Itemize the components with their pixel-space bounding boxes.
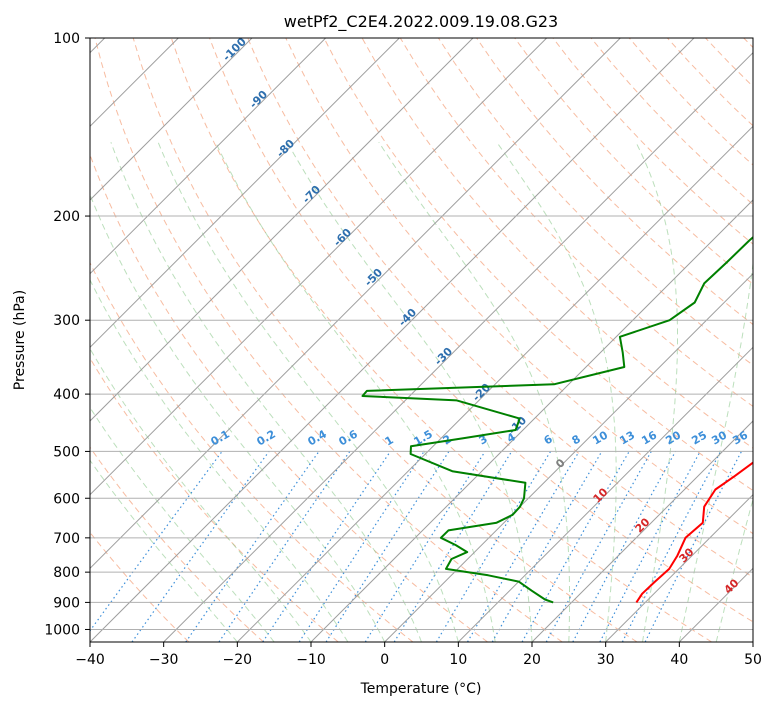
dry-adiabat — [323, 38, 753, 492]
mixing-ratio-line — [218, 451, 351, 642]
isotherm-line — [384, 272, 753, 642]
y-tick-label: 300 — [53, 313, 80, 329]
x-tick-label: 0 — [380, 652, 389, 668]
isotherm-line — [90, 38, 253, 201]
chart-title: wetPf2_C2E4.2022.009.19.08.G23 — [284, 12, 558, 32]
plot-area: -100-90-80-70-60-50-40-30-20-10 0.1 0.2 0.… — [90, 38, 753, 642]
isotherm-line — [310, 199, 753, 642]
isotherm-line — [163, 51, 753, 642]
dry-adiabat — [90, 261, 414, 642]
temperature-profile-line — [635, 461, 753, 603]
isotherm-line — [90, 38, 621, 570]
dry-adiabat — [94, 38, 563, 642]
y-tick-label: 500 — [53, 444, 80, 460]
x-tick-label: 30 — [597, 652, 615, 668]
dry-adiabat — [170, 38, 712, 642]
dry-adiabat — [209, 38, 753, 623]
x-axis: −40 −30 −20 −10 0 10 20 30 40 50 — [75, 642, 762, 668]
mixing-ratio-line — [262, 451, 391, 642]
mixing-ratio-line — [572, 451, 677, 642]
dry-adiabat — [514, 38, 753, 285]
profile-series — [361, 235, 753, 604]
y-tick-label: 600 — [53, 491, 80, 507]
y-tick-label: 700 — [53, 531, 80, 547]
mixing-ratio-line — [466, 451, 580, 642]
dry-adiabat — [90, 446, 264, 642]
mixing-ratio-line — [545, 451, 652, 642]
y-tick-label: 1000 — [44, 622, 80, 638]
isotherm-line — [90, 38, 474, 422]
dry-adiabat — [132, 38, 638, 642]
y-tick-label: 800 — [53, 565, 80, 581]
x-tick-label: 40 — [670, 652, 688, 668]
dry-adiabat — [247, 38, 753, 578]
plot-frame — [89, 37, 754, 643]
x-axis-label: Temperature (°C) — [360, 681, 482, 697]
x-tick-label: −40 — [75, 652, 105, 668]
mixing-ratio-line — [325, 451, 450, 642]
isotherm-line — [457, 346, 753, 642]
isotherm-line — [752, 641, 753, 642]
y-tick-label: 900 — [53, 595, 80, 611]
x-tick-label: 20 — [523, 652, 541, 668]
y-tick-label: 100 — [53, 31, 80, 47]
isotherm-line — [605, 493, 753, 642]
x-tick-label: −10 — [296, 652, 326, 668]
x-tick-label: 50 — [744, 652, 762, 668]
x-tick-label: −20 — [223, 652, 253, 668]
isotherm-line — [90, 38, 548, 496]
isotherm-line — [90, 38, 400, 349]
isotherm-line — [236, 125, 753, 642]
y-tick-label: 400 — [53, 387, 80, 403]
mixing-ratio-line — [185, 451, 320, 642]
mixing-ratio-line — [364, 451, 486, 642]
y-axis: 100 200 300 400 500 600 700 800 900 1000 — [44, 31, 90, 638]
y-axis-label: Pressure (hPa) — [12, 290, 28, 390]
mixing-ratio-line — [298, 451, 425, 642]
x-tick-label: 10 — [449, 652, 467, 668]
dry-adiabat — [285, 38, 753, 535]
isotherm-line — [90, 38, 327, 275]
isotherm-line — [90, 38, 695, 642]
dry-adiabat — [476, 38, 753, 326]
y-tick-label: 200 — [53, 209, 80, 225]
x-tick-label: −30 — [149, 652, 179, 668]
isotherm-line — [531, 420, 753, 642]
dewpoint-profile-line — [361, 235, 753, 604]
pressure-grid — [90, 38, 753, 630]
plot-background — [90, 38, 753, 642]
